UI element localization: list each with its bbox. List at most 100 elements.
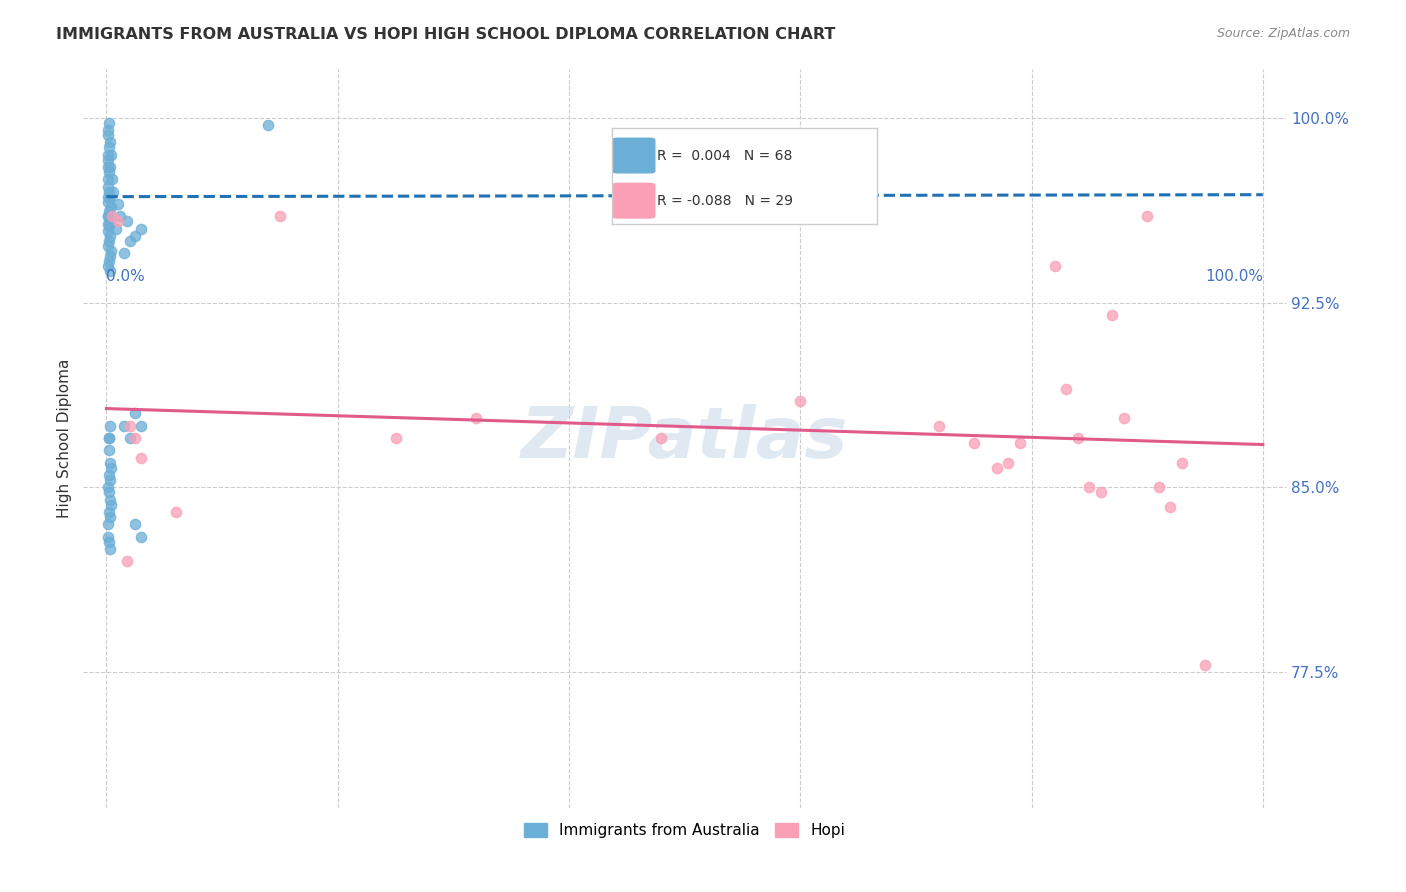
Text: Source: ZipAtlas.com: Source: ZipAtlas.com [1216, 27, 1350, 40]
Point [1147, 480, 1170, 494]
Point [97, 148, 120, 162]
Point [97, 431, 120, 445]
Point [118, 234, 141, 248]
Point [100, 148, 122, 162]
Point [115, 554, 138, 568]
Point [97, 165, 120, 179]
Text: 100.0%: 100.0% [1205, 269, 1263, 285]
Point [97, 123, 120, 137]
Point [997, 456, 1019, 470]
Point [97, 210, 120, 224]
Point [98, 160, 121, 174]
Point [97, 234, 120, 248]
Point [1054, 382, 1077, 396]
Point [1090, 485, 1112, 500]
Point [104, 221, 127, 235]
Point [98, 189, 121, 203]
Point [129, 221, 152, 235]
Point [98, 214, 121, 228]
Point [112, 246, 135, 260]
Point [97, 160, 120, 174]
Point [98, 263, 121, 277]
Text: IMMIGRANTS FROM AUSTRALIA VS HOPI HIGH SCHOOL DIPLOMA CORRELATION CHART: IMMIGRANTS FROM AUSTRALIA VS HOPI HIGH S… [56, 27, 835, 42]
Point [1112, 411, 1135, 425]
Point [107, 214, 129, 228]
Point [97, 253, 120, 268]
Point [165, 505, 187, 519]
Point [100, 200, 122, 214]
Point [98, 473, 121, 487]
Point [124, 431, 146, 445]
Point [986, 460, 1008, 475]
Point [97, 480, 120, 494]
Point [100, 460, 122, 475]
Legend: Immigrants from Australia, Hopi: Immigrants from Australia, Hopi [517, 817, 851, 845]
Point [1078, 480, 1101, 494]
Point [269, 210, 291, 224]
Point [1067, 431, 1090, 445]
Point [97, 259, 120, 273]
Point [97, 172, 120, 186]
Point [97, 179, 120, 194]
Point [97, 505, 120, 519]
Point [110, 210, 132, 224]
Y-axis label: High School Diploma: High School Diploma [58, 359, 72, 518]
Point [789, 394, 811, 409]
Point [97, 217, 120, 231]
Point [124, 407, 146, 421]
Point [97, 128, 120, 142]
Point [100, 244, 122, 258]
Point [257, 118, 280, 132]
Point [97, 485, 120, 500]
Point [97, 116, 120, 130]
Point [1136, 210, 1159, 224]
Point [98, 492, 121, 507]
Point [98, 510, 121, 524]
Point [124, 229, 146, 244]
Point [97, 517, 120, 532]
Point [100, 498, 122, 512]
Point [97, 530, 120, 544]
Point [101, 210, 124, 224]
Point [98, 229, 121, 244]
Point [107, 197, 129, 211]
Point [129, 418, 152, 433]
Point [1008, 436, 1031, 450]
Point [124, 517, 146, 532]
Point [650, 431, 672, 445]
Point [98, 249, 121, 263]
Point [129, 450, 152, 465]
Point [97, 534, 120, 549]
Point [112, 418, 135, 433]
Point [97, 204, 120, 219]
Point [97, 185, 120, 199]
Point [97, 210, 120, 224]
Point [97, 219, 120, 234]
Point [97, 194, 120, 209]
Point [1159, 500, 1181, 515]
Point [98, 418, 121, 433]
Point [97, 189, 120, 203]
Point [97, 468, 120, 483]
Point [97, 431, 120, 445]
Point [98, 136, 121, 150]
Point [1101, 308, 1123, 322]
Point [101, 172, 124, 186]
Text: 0.0%: 0.0% [107, 269, 145, 285]
Point [129, 530, 152, 544]
Point [1194, 657, 1216, 672]
Point [97, 140, 120, 154]
Point [97, 224, 120, 238]
Point [384, 431, 406, 445]
Point [98, 456, 121, 470]
Point [103, 185, 125, 199]
Point [1171, 456, 1194, 470]
Point [115, 214, 138, 228]
Text: ZIPatlas: ZIPatlas [522, 404, 848, 473]
Point [1043, 259, 1066, 273]
Point [97, 443, 120, 458]
Point [97, 153, 120, 167]
Point [928, 418, 950, 433]
Point [97, 239, 120, 253]
Point [98, 541, 121, 556]
